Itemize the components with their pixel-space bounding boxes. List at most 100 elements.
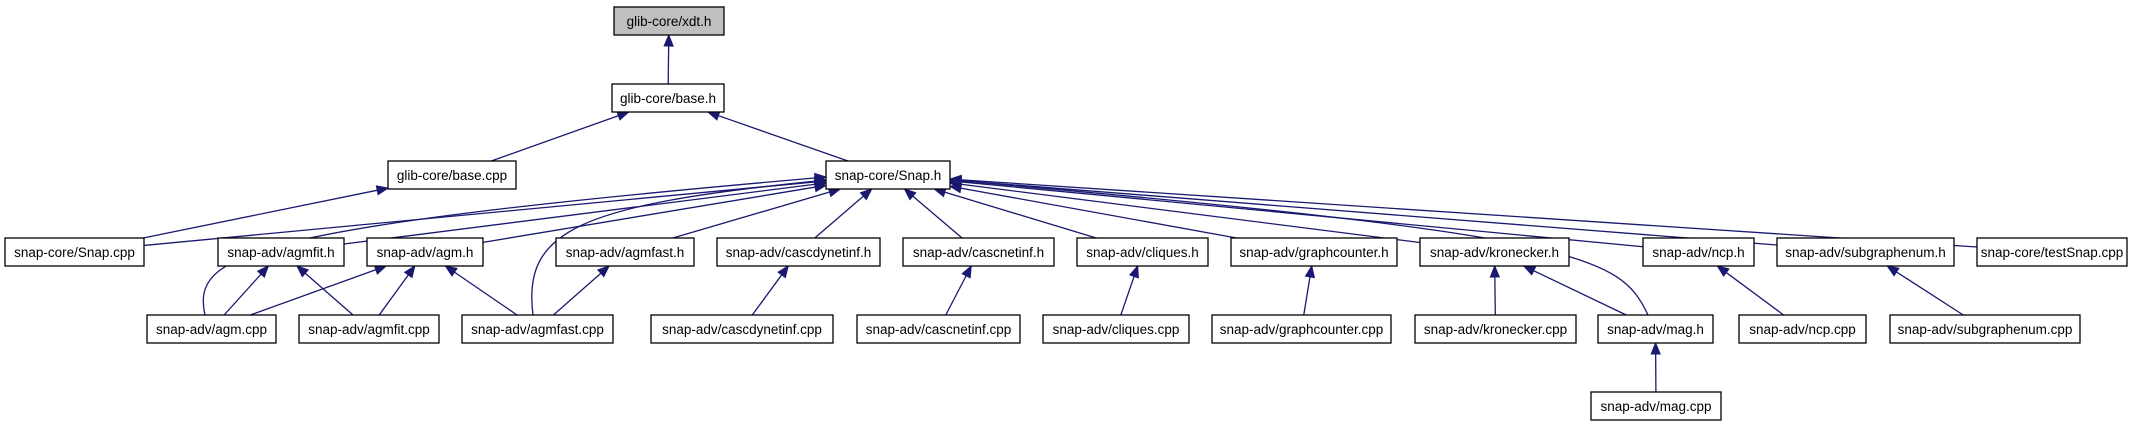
- edge-subgraphenum_cpp-to-subgraphenum_h: [1886, 265, 1964, 316]
- edge-line: [959, 187, 1237, 239]
- edge-line: [1494, 275, 1496, 316]
- node-xdt-h[interactable]: glib-core/xdt.h: [613, 6, 725, 36]
- arrowhead-icon: [663, 33, 674, 47]
- node-ncp-cpp[interactable]: snap-adv/ncp.cpp: [1738, 314, 1867, 344]
- node-box[interactable]: [1076, 237, 1209, 267]
- node-box[interactable]: [1230, 237, 1398, 267]
- node-label: snap-adv/cascnetinf.cpp: [866, 322, 1012, 337]
- node-label: snap-adv/kronecker.h: [1430, 245, 1559, 260]
- node-testsnap-cpp[interactable]: snap-core/testSnap.cpp: [1976, 237, 2128, 267]
- node-box[interactable]: [1738, 314, 1867, 344]
- node-box[interactable]: [1889, 314, 2081, 344]
- edge-line: [482, 186, 817, 243]
- node-box[interactable]: [1414, 314, 1577, 344]
- node-snap-cpp[interactable]: snap-core/Snap.cpp: [4, 237, 145, 267]
- node-kronecker-h[interactable]: snap-adv/kronecker.h: [1419, 237, 1570, 267]
- arrowhead-icon: [1886, 265, 1900, 277]
- edge-line: [250, 268, 377, 316]
- node-agmfast-cpp[interactable]: snap-adv/agmfast.cpp: [461, 314, 614, 344]
- edge-cliques_h-to-snap_h: [933, 187, 1097, 239]
- node-label: snap-adv/graphcounter.h: [1239, 245, 1388, 260]
- node-label: glib-core/base.h: [620, 91, 716, 106]
- edge-line: [672, 191, 831, 239]
- edge-snap_h-to-base_h: [706, 110, 849, 162]
- node-box[interactable]: [650, 314, 834, 344]
- node-subgraphenum-h[interactable]: snap-adv/subgraphenum.h: [1776, 237, 1955, 267]
- node-box[interactable]: [1597, 314, 1714, 344]
- node-base-h[interactable]: glib-core/base.h: [611, 83, 725, 113]
- node-label: snap-core/Snap.cpp: [14, 245, 135, 260]
- node-box[interactable]: [856, 314, 1021, 344]
- edge-line: [223, 272, 263, 316]
- edge-base_cpp-to-base_h: [491, 110, 630, 162]
- node-snap-h[interactable]: snap-core/Snap.h: [825, 160, 951, 190]
- node-label: snap-adv/cliques.cpp: [1053, 322, 1180, 337]
- node-agmfit-h[interactable]: snap-adv/agmfit.h: [217, 237, 345, 267]
- node-ncp-h[interactable]: snap-adv/ncp.h: [1642, 237, 1755, 267]
- node-cliques-h[interactable]: snap-adv/cliques.h: [1076, 237, 1209, 267]
- node-box[interactable]: [1419, 237, 1570, 267]
- node-box[interactable]: [217, 237, 345, 267]
- node-box[interactable]: [1211, 314, 1392, 344]
- node-agm-h[interactable]: snap-adv/agm.h: [366, 237, 484, 267]
- node-agmfit-cpp[interactable]: snap-adv/agmfit.cpp: [298, 314, 440, 344]
- node-graphcounter-cpp[interactable]: snap-adv/graphcounter.cpp: [1211, 314, 1392, 344]
- node-box[interactable]: [716, 237, 881, 267]
- arrowhead-icon: [403, 264, 416, 279]
- node-box[interactable]: [366, 237, 484, 267]
- node-box[interactable]: [1042, 314, 1190, 344]
- node-cascdynetinf-h[interactable]: snap-adv/cascdynetinf.h: [716, 237, 881, 267]
- node-box[interactable]: [902, 237, 1055, 267]
- node-box[interactable]: [1976, 237, 2128, 267]
- node-box[interactable]: [387, 160, 517, 190]
- edge-kronecker_cpp-to-kronecker_h: [1489, 264, 1501, 316]
- node-cascnetinf-h[interactable]: snap-adv/cascnetinf.h: [902, 237, 1055, 267]
- edge-line: [814, 195, 865, 239]
- node-label: snap-core/Snap.h: [835, 168, 942, 183]
- arrowhead-icon: [375, 185, 390, 196]
- node-box[interactable]: [1590, 391, 1722, 421]
- node-box[interactable]: [1642, 237, 1755, 267]
- edge-line: [667, 44, 670, 85]
- node-label: snap-adv/mag.h: [1607, 322, 1704, 337]
- arrowhead-icon: [444, 265, 458, 277]
- node-kronecker-cpp[interactable]: snap-adv/kronecker.cpp: [1414, 314, 1577, 344]
- arrowhead-icon: [1522, 265, 1537, 276]
- node-label: snap-adv/mag.cpp: [1600, 399, 1711, 414]
- node-cascnetinf-cpp[interactable]: snap-adv/cascnetinf.cpp: [856, 314, 1021, 344]
- node-box[interactable]: [613, 6, 725, 36]
- node-label: snap-adv/cascnetinf.h: [913, 245, 1044, 260]
- node-box[interactable]: [611, 83, 725, 113]
- node-box[interactable]: [555, 237, 695, 267]
- node-base-cpp[interactable]: glib-core/base.cpp: [387, 160, 517, 190]
- node-box[interactable]: [4, 237, 145, 267]
- node-box[interactable]: [298, 314, 440, 344]
- arrowhead-icon: [373, 264, 388, 275]
- edge-base_h-to-xdt_h: [663, 33, 674, 85]
- edge-cascdynetinf_cpp-to-cascdynetinf_h: [751, 264, 790, 316]
- node-cascdynetinf-cpp[interactable]: snap-adv/cascdynetinf.cpp: [650, 314, 834, 344]
- node-graphcounter-h[interactable]: snap-adv/graphcounter.h: [1230, 237, 1398, 267]
- node-box[interactable]: [146, 314, 277, 344]
- node-agmfast-h[interactable]: snap-adv/agmfast.h: [555, 237, 695, 267]
- node-cliques-cpp[interactable]: snap-adv/cliques.cpp: [1042, 314, 1190, 344]
- node-agm-cpp[interactable]: snap-adv/agm.cpp: [146, 314, 277, 344]
- edge-graphcounter_cpp-to-graphcounter_h: [1303, 264, 1316, 316]
- node-mag-h[interactable]: snap-adv/mag.h: [1597, 314, 1714, 344]
- edge-agmfit_cpp-to-agm_h: [378, 264, 416, 316]
- edge-line: [143, 181, 817, 247]
- node-box[interactable]: [825, 160, 951, 190]
- node-mag-cpp[interactable]: snap-adv/mag.cpp: [1590, 391, 1722, 421]
- node-box[interactable]: [461, 314, 614, 344]
- arrowhead-icon: [1650, 341, 1661, 355]
- arrowhead-icon: [256, 265, 270, 279]
- edge-line: [1120, 275, 1136, 316]
- edge-line: [959, 183, 1421, 244]
- node-label: snap-adv/cascdynetinf.cpp: [662, 322, 822, 337]
- edge-line: [343, 183, 817, 245]
- node-box[interactable]: [1776, 237, 1955, 267]
- arrowhead-icon: [814, 175, 828, 187]
- node-subgraphenum-cpp[interactable]: snap-adv/subgraphenum.cpp: [1889, 314, 2081, 344]
- arrowhead-icon: [1304, 264, 1316, 279]
